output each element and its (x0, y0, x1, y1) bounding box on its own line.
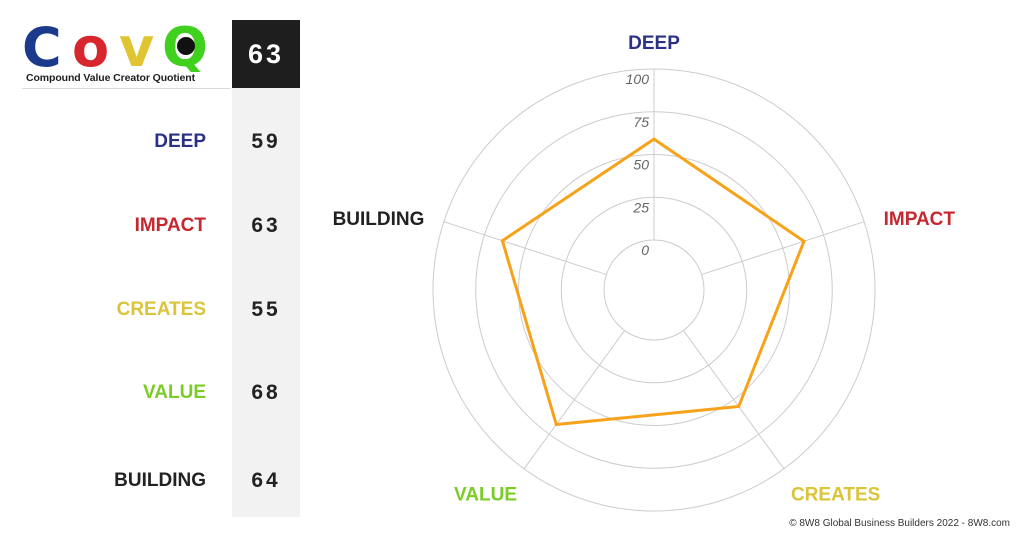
logo-letter-v: v (119, 20, 154, 72)
logo-letter-c: C (22, 20, 62, 72)
score-value-value: 68 (251, 381, 281, 404)
axis-label-creates: CREATES (791, 485, 880, 506)
copyright: © 8W8 Global Business Builders 2022 - 8W… (789, 518, 1010, 529)
axis-spoke-2 (682, 330, 785, 470)
score-value-impact: 63 (251, 214, 281, 237)
score-label-building: BUILDING (114, 470, 206, 491)
score-label-value: VALUE (143, 382, 206, 403)
total-score: 63 (232, 20, 300, 88)
tick-label-4: 100 (626, 71, 650, 87)
tick-label-2: 50 (633, 157, 649, 173)
axis-spoke-3 (523, 330, 626, 470)
score-label-impact: IMPACT (134, 215, 206, 236)
axis-label-building: BUILDING (333, 209, 425, 230)
data-point-1 (802, 239, 806, 243)
grid-ring-0 (603, 239, 705, 341)
axis-spoke-1 (701, 221, 865, 276)
data-point-0 (652, 137, 656, 141)
score-value-deep: 59 (251, 130, 281, 153)
axis-label-impact: IMPACT (884, 209, 956, 230)
axis-label-deep: DEEP (628, 33, 680, 54)
tick-label-1: 25 (632, 199, 649, 215)
data-polygon (500, 137, 806, 427)
score-label-creates: CREATES (116, 299, 206, 320)
score-label-deep: DEEP (154, 131, 206, 152)
axis-spoke-4 (443, 221, 607, 276)
logo-subtitle: Compound Value Creator Quotient (26, 72, 195, 84)
score-column: 63 (232, 20, 300, 517)
covq-logo-wordmark: C o v Q (22, 20, 208, 72)
data-point-2 (737, 405, 741, 409)
logo: C o v Q Compound Value Creator Quotient (22, 20, 230, 90)
score-value-creates: 55 (251, 298, 281, 321)
score-value-building: 64 (251, 469, 281, 492)
tick-label-0: 0 (641, 242, 649, 258)
data-point-3 (554, 423, 558, 427)
logo-q-dot (177, 37, 195, 55)
data-point-4 (500, 239, 504, 243)
logo-letter-o: o (72, 20, 109, 72)
radar-chart: 0 25 50 75 100 DEEP IMPACT CREATES VALUE BUILDING (333, 33, 956, 512)
axis-label-value: VALUE (454, 485, 517, 506)
tick-label-3: 75 (633, 114, 649, 130)
logo-divider (22, 88, 230, 89)
